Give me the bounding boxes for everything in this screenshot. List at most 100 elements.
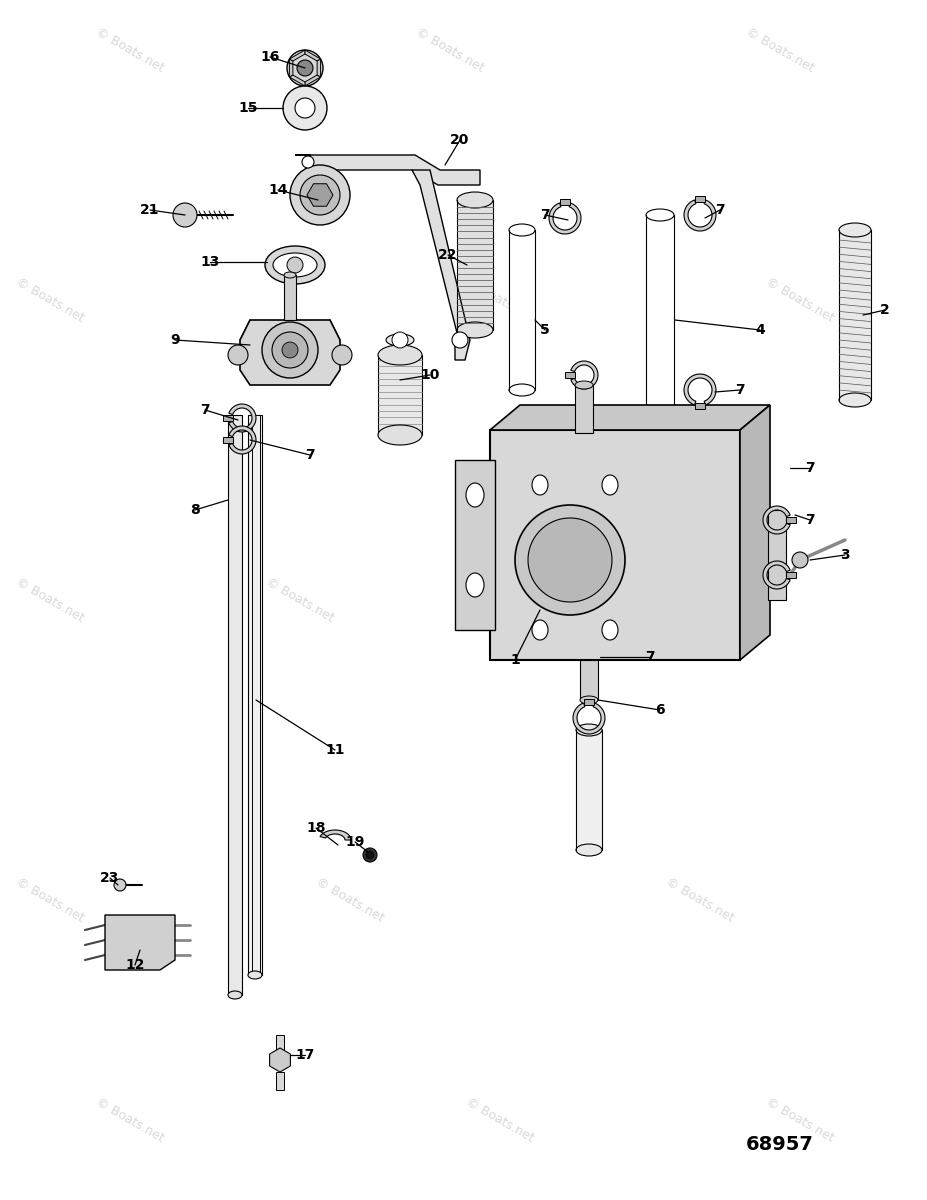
Text: 68957: 68957: [746, 1135, 814, 1154]
Ellipse shape: [284, 272, 296, 278]
Polygon shape: [317, 59, 321, 77]
Ellipse shape: [532, 620, 548, 640]
Ellipse shape: [602, 475, 618, 494]
Polygon shape: [565, 372, 575, 378]
Polygon shape: [584, 698, 594, 704]
Text: © Boats.net: © Boats.net: [614, 575, 686, 625]
Text: 17: 17: [296, 1048, 314, 1062]
Ellipse shape: [228, 991, 242, 998]
Text: 13: 13: [200, 254, 220, 269]
Circle shape: [297, 60, 313, 76]
Polygon shape: [240, 320, 340, 385]
Polygon shape: [289, 50, 305, 61]
Text: 15: 15: [238, 101, 258, 115]
Polygon shape: [684, 200, 716, 230]
Ellipse shape: [646, 409, 674, 421]
Text: 19: 19: [346, 835, 364, 850]
Polygon shape: [223, 437, 233, 443]
Ellipse shape: [839, 392, 871, 407]
Polygon shape: [223, 415, 233, 421]
Text: 9: 9: [171, 332, 180, 347]
Circle shape: [332, 346, 352, 365]
Ellipse shape: [457, 192, 493, 208]
Text: 20: 20: [451, 133, 470, 146]
Text: 23: 23: [100, 871, 120, 886]
Circle shape: [300, 175, 340, 215]
Text: © Boats.net: © Boats.net: [664, 875, 736, 925]
Text: © Boats.net: © Boats.net: [464, 1096, 537, 1145]
Circle shape: [295, 98, 315, 118]
Polygon shape: [573, 703, 605, 734]
Ellipse shape: [646, 209, 674, 221]
Text: 7: 7: [305, 448, 315, 462]
Polygon shape: [695, 196, 705, 202]
Bar: [455, 460, 495, 630]
Text: © Boats.net: © Boats.net: [94, 1096, 166, 1145]
Polygon shape: [763, 506, 790, 534]
Bar: [839, 230, 871, 400]
Circle shape: [114, 878, 126, 890]
Polygon shape: [549, 203, 581, 234]
Circle shape: [366, 851, 374, 859]
Polygon shape: [763, 562, 790, 589]
Polygon shape: [412, 170, 470, 360]
Text: 18: 18: [306, 821, 325, 835]
Text: © Boats.net: © Boats.net: [764, 275, 836, 325]
Text: © Boats.net: © Boats.net: [743, 25, 817, 74]
Polygon shape: [229, 426, 256, 454]
Polygon shape: [320, 830, 351, 840]
Text: 1: 1: [510, 653, 520, 667]
Ellipse shape: [378, 346, 422, 365]
Text: © Boats.net: © Boats.net: [263, 575, 337, 625]
Polygon shape: [270, 1048, 290, 1072]
Text: 3: 3: [840, 548, 850, 562]
Text: 7: 7: [716, 203, 725, 217]
Text: 7: 7: [806, 461, 815, 475]
Ellipse shape: [466, 572, 484, 596]
Text: © Boats.net: © Boats.net: [14, 275, 86, 325]
Bar: [457, 200, 493, 330]
Circle shape: [287, 257, 303, 272]
Circle shape: [452, 332, 468, 348]
Text: 8: 8: [190, 503, 200, 517]
Text: © Boats.net: © Boats.net: [413, 25, 487, 74]
Polygon shape: [740, 404, 770, 660]
Circle shape: [287, 50, 323, 86]
Polygon shape: [295, 155, 480, 185]
Ellipse shape: [580, 696, 598, 704]
Polygon shape: [786, 572, 796, 578]
Bar: [646, 215, 674, 415]
Polygon shape: [695, 403, 705, 409]
Circle shape: [262, 322, 318, 378]
Circle shape: [272, 332, 308, 368]
Polygon shape: [289, 59, 293, 77]
Text: 5: 5: [540, 323, 550, 337]
Ellipse shape: [602, 620, 618, 640]
Ellipse shape: [575, 382, 593, 389]
Circle shape: [228, 346, 248, 365]
Text: 6: 6: [655, 703, 665, 716]
Text: © Boats.net: © Boats.net: [94, 25, 166, 74]
Polygon shape: [571, 361, 598, 389]
Ellipse shape: [273, 253, 317, 277]
Polygon shape: [307, 184, 333, 206]
Bar: [284, 275, 296, 320]
Ellipse shape: [265, 246, 325, 284]
Bar: [276, 1034, 284, 1060]
Bar: [276, 1072, 284, 1090]
Text: © Boats.net: © Boats.net: [313, 875, 387, 925]
Circle shape: [792, 552, 808, 568]
Text: 12: 12: [125, 958, 145, 972]
Bar: [576, 730, 602, 850]
Bar: [490, 430, 740, 660]
Text: 4: 4: [756, 323, 765, 337]
Ellipse shape: [466, 482, 484, 506]
Polygon shape: [105, 914, 175, 970]
Ellipse shape: [457, 322, 493, 338]
Ellipse shape: [576, 724, 602, 736]
Text: 7: 7: [540, 208, 550, 222]
Circle shape: [363, 848, 377, 862]
Ellipse shape: [386, 334, 414, 346]
Bar: [228, 415, 242, 995]
Circle shape: [528, 518, 612, 602]
